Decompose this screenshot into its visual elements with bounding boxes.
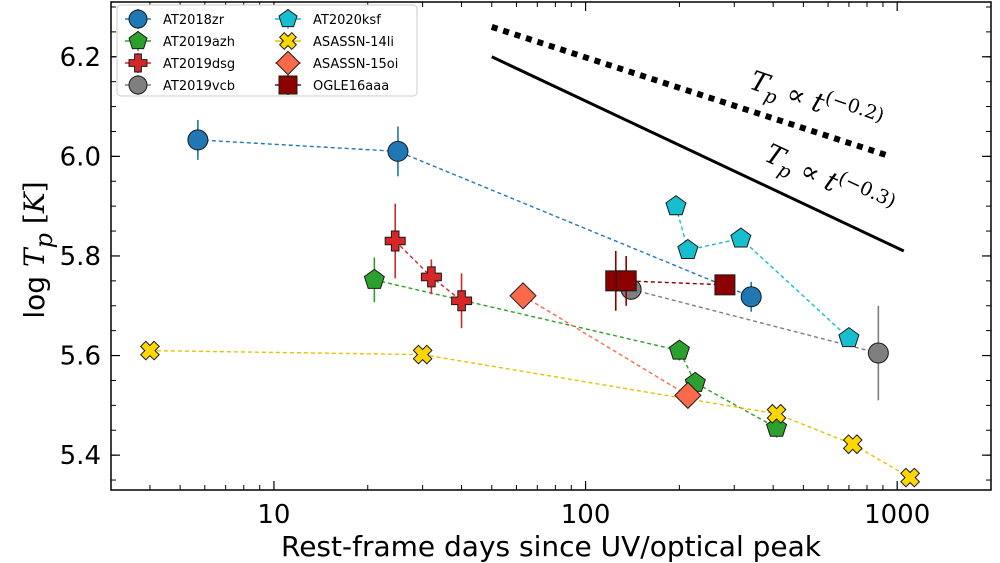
y-tick-label: 5.4 [60, 441, 101, 471]
x-tick-label: 100 [561, 500, 611, 530]
data-point [363, 268, 385, 289]
series-asassn-14li [139, 340, 921, 488]
x-tick-label: 10 [257, 500, 290, 530]
legend-marker [128, 9, 148, 29]
data-point [838, 326, 860, 348]
legend-marker [278, 31, 298, 51]
reference-line-solid [491, 55, 905, 253]
legend-marker [128, 53, 148, 73]
legend-item: AT2018zr [125, 9, 225, 29]
y-axis-title-T: T [18, 246, 51, 267]
legend-item: ASASSN-14li [275, 31, 394, 51]
data-point [674, 381, 702, 410]
data-point [766, 403, 787, 424]
data-point [677, 238, 699, 259]
data-point [665, 195, 687, 216]
data-point [412, 344, 433, 365]
legend-label: ASASSN-15oi [313, 57, 398, 72]
legend-item: AT2019azh [125, 30, 235, 51]
data-point [451, 290, 473, 312]
legend-marker [278, 75, 298, 95]
legend-marker [128, 30, 148, 50]
axis-ticks: 10 100 1000 5.4 5.6 5.8 6.0 6.2 [60, 2, 992, 530]
legend-label: AT2019azh [163, 35, 235, 50]
y-axis-title: log Tp [K] [18, 181, 58, 318]
y-tick-label: 5.6 [60, 342, 101, 372]
plot-frame [110, 1, 992, 491]
series-asassn-15oi [509, 282, 702, 410]
legend-item: AT2019vcb [125, 75, 235, 95]
data-point [384, 230, 406, 252]
legend: AT2018zr AT2019azh AT2019dsg AT2019vcb AT202… [116, 4, 418, 97]
data-point [730, 227, 752, 248]
legend-label: OGLE16aaa [313, 79, 389, 94]
y-axis-title-unit-open: [ [18, 213, 51, 233]
legend-item: ASASSN-15oi [275, 50, 398, 76]
legend-item: AT2019dsg [125, 53, 235, 73]
x-axis-title: Rest-frame days since UV/optical peak [281, 530, 822, 563]
legend-item: AT2020ksf [275, 8, 381, 29]
y-axis-title-sub: p [30, 233, 58, 248]
legend-label: AT2018zr [163, 13, 225, 28]
series-line [374, 279, 777, 429]
legend-marker [128, 75, 148, 95]
legend-label: AT2019dsg [163, 57, 235, 72]
data-point [509, 282, 537, 310]
legend-marker [278, 8, 298, 28]
series-ogle16aaa [605, 250, 736, 311]
data-point [187, 129, 209, 151]
data-point [900, 467, 921, 488]
y-tick-label: 6.2 [60, 43, 101, 73]
y-tick-label: 6.0 [60, 142, 101, 172]
series-line [675, 206, 850, 339]
legend-label: AT2019vcb [163, 79, 235, 94]
series-at2020ksf [665, 195, 860, 348]
x-tick-label: 1000 [864, 500, 930, 530]
series-at2019dsg [384, 203, 473, 329]
y-tick-label: 5.8 [60, 242, 101, 272]
data-point [714, 274, 736, 296]
data-point [420, 266, 442, 288]
legend-label: AT2020ksf [313, 13, 381, 28]
data-point [867, 342, 889, 364]
y-axis-title-K: K [18, 190, 51, 214]
data-series [139, 120, 921, 488]
legend-marker [275, 50, 301, 76]
data-point [139, 340, 160, 361]
y-axis-title-log: log [18, 267, 51, 319]
series-line [630, 288, 879, 354]
reference-lines [490, 24, 905, 253]
data-point [842, 434, 863, 455]
data-point [668, 339, 690, 360]
legend-label: ASASSN-14li [313, 35, 394, 50]
data-point [615, 270, 637, 292]
series-line [197, 139, 752, 298]
legend-item: OGLE16aaa [275, 75, 389, 95]
data-point [740, 286, 762, 308]
series-at2018zr [187, 120, 762, 312]
legend-box [116, 4, 418, 97]
reference-line-dotted [490, 24, 892, 160]
y-axis-title-unit-close: ] [18, 181, 51, 192]
data-point [387, 140, 409, 162]
